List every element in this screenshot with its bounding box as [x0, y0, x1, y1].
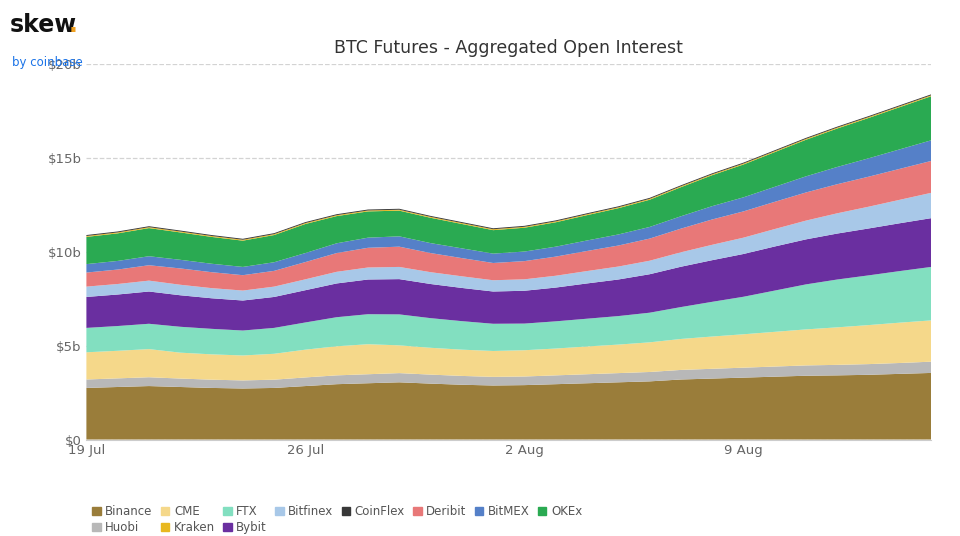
Title: BTC Futures - Aggregated Open Interest: BTC Futures - Aggregated Open Interest [334, 39, 684, 57]
Text: .: . [69, 13, 78, 38]
Text: skew: skew [10, 13, 77, 38]
Text: by coinbase: by coinbase [12, 56, 83, 69]
Legend: Binance, Huobi, CME, Kraken, FTX, Bybit, Bitfinex, CoinFlex, Deribit, BitMEX, OK: Binance, Huobi, CME, Kraken, FTX, Bybit,… [92, 505, 582, 534]
